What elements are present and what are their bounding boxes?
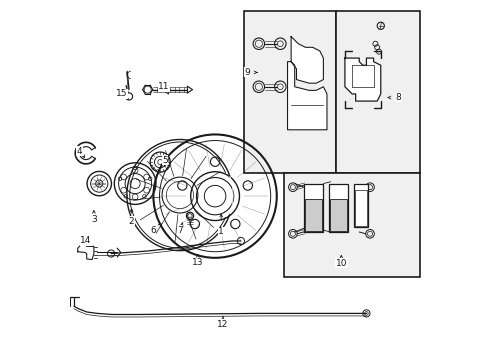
Bar: [304, 199, 322, 231]
Text: 14: 14: [80, 237, 91, 246]
Bar: [329, 199, 346, 231]
Bar: [335, 12, 419, 173]
Bar: [328, 184, 348, 232]
Polygon shape: [290, 37, 323, 83]
Text: 9: 9: [244, 68, 249, 77]
Text: 8: 8: [395, 93, 401, 102]
Text: 13: 13: [192, 258, 203, 267]
Bar: [303, 184, 323, 232]
Text: 4: 4: [77, 147, 82, 156]
Bar: [353, 184, 367, 226]
Polygon shape: [344, 58, 380, 101]
Text: 12: 12: [217, 320, 228, 329]
Bar: [354, 190, 366, 226]
Bar: [284, 173, 419, 277]
Text: 1: 1: [218, 228, 224, 237]
Text: 6: 6: [150, 226, 156, 235]
Text: 10: 10: [335, 259, 346, 268]
Text: 15: 15: [116, 89, 127, 98]
Bar: [244, 12, 335, 173]
Polygon shape: [78, 244, 94, 260]
Polygon shape: [287, 62, 326, 130]
Text: 7: 7: [177, 226, 183, 235]
Text: 3: 3: [91, 215, 97, 224]
Text: 5: 5: [162, 156, 167, 165]
Text: 11: 11: [158, 82, 169, 91]
Text: 2: 2: [128, 217, 134, 226]
